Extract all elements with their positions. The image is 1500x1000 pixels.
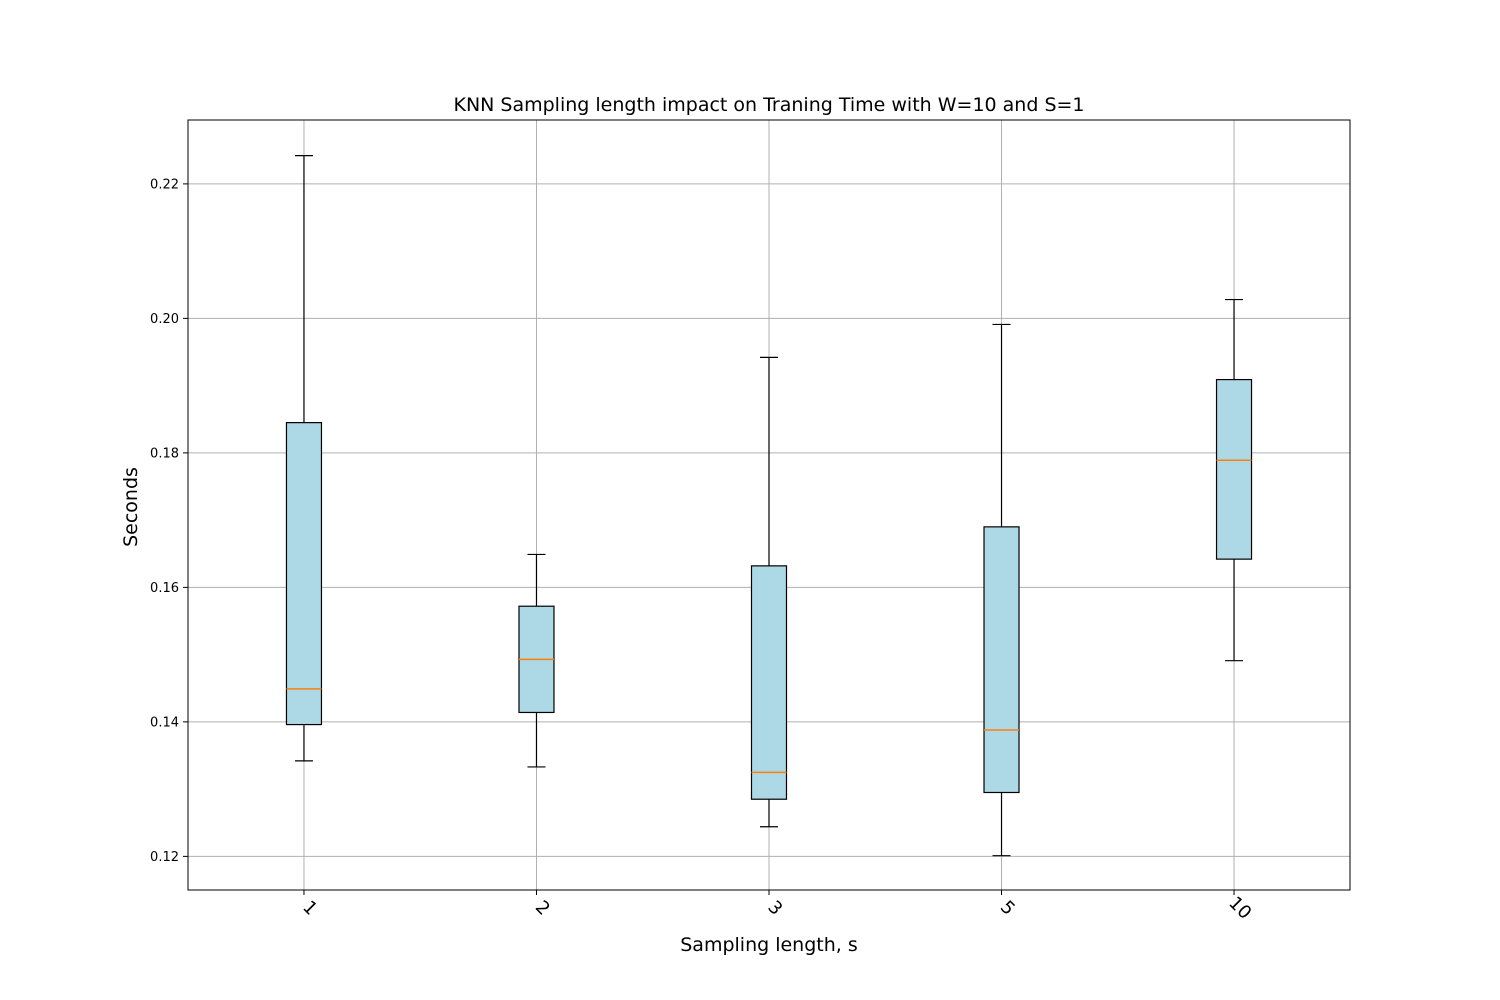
y-tick-label: 0.18 [150, 446, 179, 461]
boxes [285, 155, 1253, 857]
box-iqr [285, 422, 323, 726]
x-axis-label: Sampling length, s [680, 934, 858, 956]
y-tick-label: 0.16 [150, 581, 179, 596]
box-iqr [750, 565, 788, 800]
box-2 [518, 553, 555, 768]
y-tick-label: 0.12 [150, 850, 179, 865]
y-tick-label: 0.22 [150, 177, 179, 192]
x-axis: 1 2 3 5 10 [298, 890, 1255, 924]
box-iqr [983, 526, 1020, 794]
x-tick-label: 1 [298, 897, 321, 920]
box-1 [285, 155, 323, 762]
box-5 [983, 323, 1020, 857]
y-axis-label: Seconds [120, 467, 142, 547]
x-tick-label: 2 [531, 897, 554, 920]
x-tick-label: 10 [1224, 893, 1255, 924]
x-tick-label: 5 [996, 897, 1019, 920]
y-tick-label: 0.14 [150, 715, 179, 730]
y-axis: 0.12 0.14 0.16 0.18 0.20 0.22 [150, 177, 188, 865]
box-3 [750, 356, 788, 828]
x-tick-label: 3 [763, 897, 786, 920]
box-iqr [1215, 378, 1253, 560]
chart-title: KNN Sampling length impact on Traning Ti… [453, 94, 1084, 116]
box-10 [1215, 298, 1253, 662]
y-tick-label: 0.20 [150, 312, 179, 327]
